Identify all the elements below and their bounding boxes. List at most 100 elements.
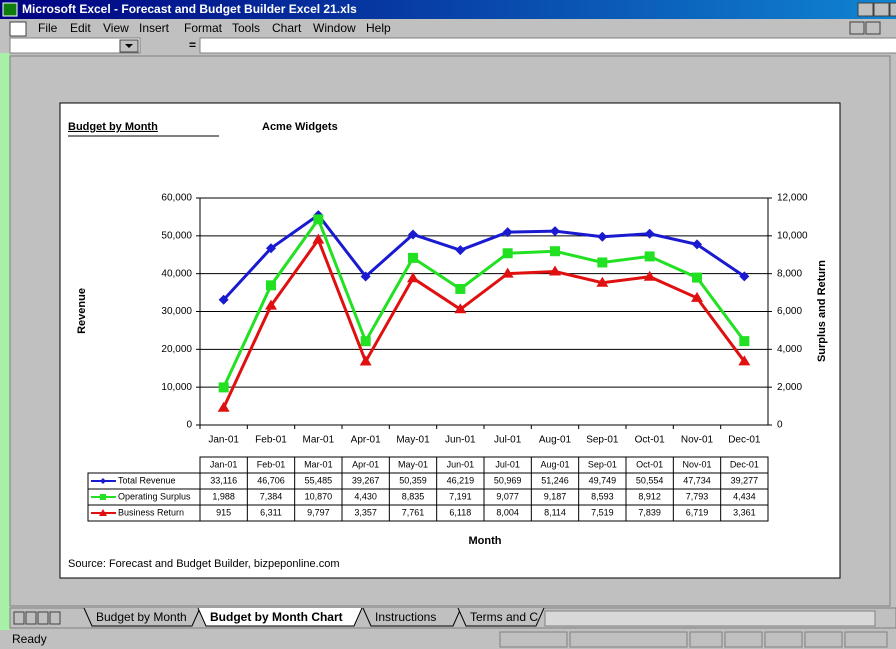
marker: [408, 229, 418, 240]
menu-item[interactable]: Edit: [70, 21, 91, 35]
sheet-tab-label: Instructions: [375, 610, 436, 624]
window-title: Microsoft Excel - Forecast and Budget Bu…: [22, 2, 357, 16]
data-label: 55,485: [305, 475, 333, 485]
status-panel: [724, 631, 763, 648]
table-header: Dec-01: [730, 459, 759, 469]
marker: [550, 226, 560, 237]
legend-key-marker: [99, 509, 107, 516]
x-tick-label: Nov-01: [681, 435, 714, 446]
sheet-tab[interactable]: [457, 607, 545, 627]
data-label: 3,357: [354, 507, 377, 517]
data-label: 50,554: [636, 475, 664, 485]
formula-sign: =: [189, 38, 196, 52]
data-label: 9,187: [544, 491, 567, 501]
x-tick-label: Feb-01: [255, 435, 287, 446]
tab-nav-button[interactable]: [49, 611, 61, 625]
table-header: Jul-01: [495, 459, 520, 469]
data-label: 46,706: [257, 475, 285, 485]
menu-item[interactable]: Tools: [232, 21, 260, 35]
sheet-tab-label: Budget by Month: [96, 610, 187, 624]
marker: [455, 283, 466, 294]
x-tick-label: Mar-01: [302, 435, 334, 446]
data-label: 49,749: [589, 475, 617, 485]
y-tick-label: 20,000: [161, 344, 192, 355]
x-tick-label: May-01: [396, 435, 430, 446]
table-header: Jun-01: [447, 459, 475, 469]
table-header: Apr-01: [352, 459, 379, 469]
menu-item[interactable]: View: [103, 21, 129, 35]
table-header: May-01: [398, 459, 428, 469]
marker: [359, 355, 372, 366]
status-panels: [499, 631, 888, 648]
formula-input[interactable]: [199, 37, 896, 54]
menu-item[interactable]: Format: [184, 21, 223, 35]
minimize-button[interactable]: [857, 2, 874, 17]
marker: [218, 294, 229, 305]
legend-key-marker: [100, 478, 106, 484]
doc-minimize[interactable]: [849, 21, 865, 35]
sheet-tab[interactable]: [83, 607, 201, 627]
y-axis-label: Revenue: [76, 288, 88, 334]
x-tick-label: Sep-01: [586, 435, 619, 446]
marker: [266, 243, 276, 254]
marker: [644, 251, 655, 262]
name-box[interactable]: [9, 37, 141, 54]
data-label: 1,988: [212, 491, 235, 501]
marker: [739, 336, 750, 347]
marker: [549, 265, 561, 276]
marker: [550, 246, 560, 257]
series-line: [222, 216, 746, 389]
menu-item[interactable]: File: [38, 21, 58, 35]
menu-item[interactable]: Insert: [139, 21, 170, 35]
marker: [218, 382, 229, 393]
table-header: Nov-01: [682, 459, 711, 469]
data-label: 9,797: [307, 507, 330, 517]
app-icon: [2, 2, 18, 17]
data-label: 915: [216, 507, 231, 517]
menu-item[interactable]: Window: [313, 21, 356, 35]
table-header: Mar-01: [304, 459, 333, 469]
tab-nav-button[interactable]: [13, 611, 25, 625]
sheet-tab[interactable]: [362, 607, 462, 627]
legend-label: Total Revenue: [118, 475, 176, 485]
data-label: 9,077: [496, 491, 519, 501]
data-label: 6,719: [686, 507, 709, 517]
data-label: 3,361: [733, 507, 756, 517]
data-label: 4,430: [354, 491, 377, 501]
x-tick-label: Apr-01: [351, 435, 381, 446]
x-axis-label: Month: [469, 535, 502, 547]
y2-tick-label: 4,000: [777, 344, 802, 355]
data-label: 50,359: [399, 475, 427, 485]
status-panel: [844, 631, 888, 648]
data-label: 39,267: [352, 475, 380, 485]
tab-nav-button[interactable]: [37, 611, 49, 625]
y2-tick-label: 2,000: [777, 382, 802, 393]
tab-nav-button[interactable]: [25, 611, 37, 625]
marker: [454, 303, 467, 314]
data-label: 4,434: [733, 491, 756, 501]
source-note: Source: Forecast and Budget Builder, biz…: [68, 558, 340, 570]
marker: [360, 271, 371, 282]
chart-subtitle: Acme Widgets: [262, 121, 338, 133]
data-label: 8,593: [591, 491, 614, 501]
chart-title: Budget by Month: [68, 121, 158, 133]
y-tick-label: 40,000: [161, 268, 192, 279]
marker: [502, 227, 513, 238]
data-label: 8,004: [496, 507, 519, 517]
doc-restore[interactable]: [865, 21, 881, 35]
sheet-tab[interactable]: [197, 607, 363, 627]
data-label: 50,969: [494, 475, 522, 485]
status-panel: [689, 631, 723, 648]
data-label: 51,246: [541, 475, 569, 485]
maximize-button[interactable]: [873, 2, 890, 17]
marker: [692, 239, 702, 250]
data-label: 8,114: [544, 507, 566, 517]
marker: [692, 272, 702, 283]
close-button[interactable]: [889, 2, 896, 17]
menu-item[interactable]: Help: [366, 21, 391, 35]
data-label: 39,277: [731, 475, 759, 485]
y-tick-label: 0: [186, 420, 192, 431]
green-strip: [0, 53, 10, 649]
menu-item[interactable]: Chart: [272, 21, 302, 35]
